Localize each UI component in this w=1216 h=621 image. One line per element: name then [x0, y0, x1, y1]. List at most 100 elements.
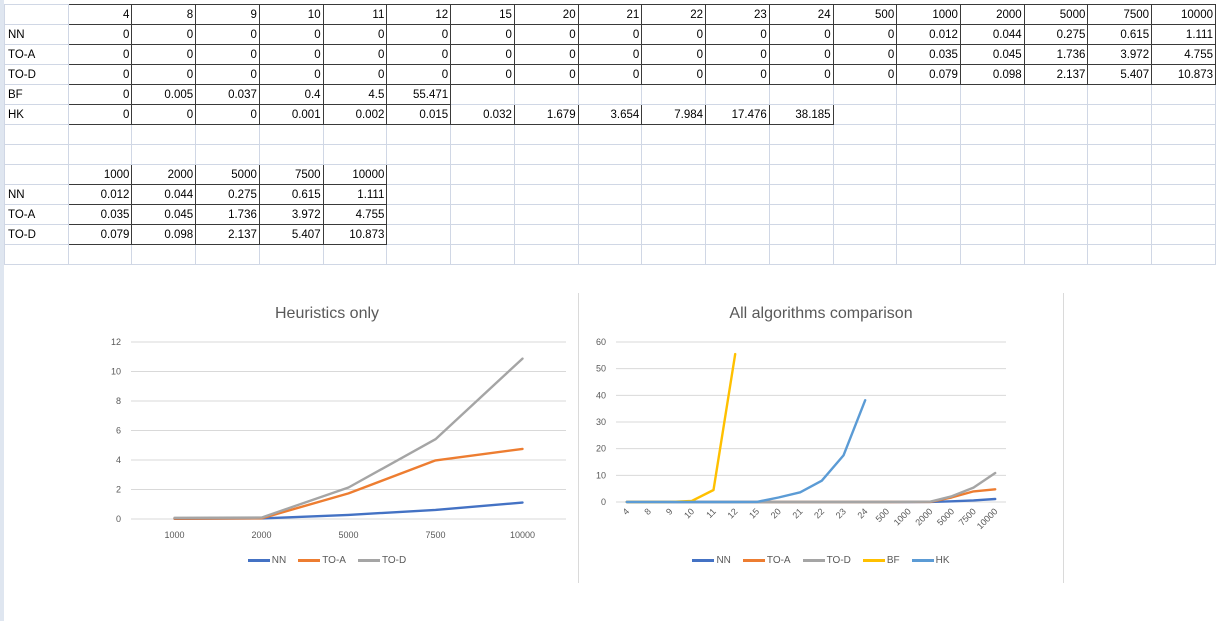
sheet-cell[interactable]: 0	[195, 24, 260, 45]
sheet-cell[interactable]: 55.471	[386, 84, 452, 105]
sheet-cell[interactable]	[832, 104, 898, 125]
sheet-cell[interactable]: 22	[641, 4, 707, 25]
sheet-cell[interactable]: 0.035	[896, 44, 961, 65]
sheet-cell[interactable]	[386, 164, 452, 185]
sheet-cell[interactable]	[832, 144, 898, 165]
sheet-cell[interactable]: 3.972	[1087, 44, 1153, 65]
sheet-cell[interactable]	[768, 204, 834, 225]
legend-item-to-d[interactable]: TO-D	[802, 555, 851, 566]
sheet-cell[interactable]: 0	[386, 64, 452, 85]
sheet-cell[interactable]	[832, 84, 898, 105]
sheet-cell[interactable]	[131, 144, 197, 165]
sheet-cell[interactable]	[896, 184, 961, 205]
sheet-cell[interactable]: 0	[768, 44, 834, 65]
sheet-cell[interactable]: 0	[195, 104, 260, 125]
sheet-cell[interactable]: 0.079	[896, 64, 961, 85]
sheet-cell[interactable]	[67, 124, 133, 145]
sheet-cell[interactable]: 0	[386, 44, 452, 65]
sheet-cell[interactable]: 0	[67, 84, 133, 105]
sheet-cell[interactable]	[768, 124, 834, 145]
sheet-cell[interactable]: 5.407	[258, 224, 324, 245]
sheet-cell[interactable]	[1087, 244, 1153, 265]
sheet-cell[interactable]	[577, 184, 643, 205]
sheet-cell[interactable]: 0	[641, 24, 707, 45]
sheet-cell[interactable]	[641, 244, 707, 265]
sheet-cell[interactable]	[768, 84, 834, 105]
sheet-cell[interactable]	[832, 184, 898, 205]
sheet-cell[interactable]	[4, 144, 69, 165]
sheet-cell[interactable]	[768, 184, 834, 205]
sheet-cell[interactable]: 0	[258, 44, 324, 65]
sheet-cell[interactable]	[1023, 124, 1089, 145]
sheet-cell[interactable]	[641, 164, 707, 185]
sheet-cell[interactable]: 10000	[1151, 4, 1216, 25]
sheet-cell[interactable]	[450, 184, 515, 205]
sheet-cell[interactable]	[641, 84, 707, 105]
sheet-cell[interactable]	[131, 244, 197, 265]
sheet-cell[interactable]: 0	[705, 24, 770, 45]
sheet-cell[interactable]: 0	[450, 64, 515, 85]
spreadsheet-grid[interactable]: 4 8 9 10 11 12 15 20 21 22 23 24 500 1000 2000 5000 7500…	[4, 4, 1216, 265]
sheet-cell[interactable]: 24	[768, 4, 834, 25]
sheet-cell[interactable]: 5000	[1023, 4, 1089, 25]
sheet-cell[interactable]	[1151, 104, 1216, 125]
sheet-cell[interactable]: 0.045	[131, 204, 197, 225]
sheet-cell[interactable]	[513, 204, 579, 225]
sheet-cell[interactable]: 0	[641, 64, 707, 85]
sheet-cell[interactable]	[705, 164, 770, 185]
sheet-cell[interactable]: 0.098	[131, 224, 197, 245]
sheet-cell[interactable]	[1087, 184, 1153, 205]
sheet-cell[interactable]: 0.098	[959, 64, 1025, 85]
sheet-cell[interactable]: HK	[4, 104, 69, 125]
sheet-cell[interactable]	[4, 164, 69, 185]
sheet-cell[interactable]: 2.137	[1023, 64, 1089, 85]
sheet-cell[interactable]	[1023, 84, 1089, 105]
sheet-cell[interactable]: 0	[195, 64, 260, 85]
sheet-cell[interactable]	[258, 244, 324, 265]
sheet-cell[interactable]: 0	[131, 64, 197, 85]
sheet-cell[interactable]	[513, 84, 579, 105]
sheet-cell[interactable]	[450, 224, 515, 245]
sheet-cell[interactable]: 0	[195, 44, 260, 65]
sheet-cell[interactable]: TO-D	[4, 64, 69, 85]
sheet-cell[interactable]	[896, 244, 961, 265]
sheet-cell[interactable]: 0.275	[195, 184, 260, 205]
sheet-cell[interactable]: 2000	[131, 164, 197, 185]
sheet-cell[interactable]	[386, 204, 452, 225]
sheet-cell[interactable]	[641, 184, 707, 205]
sheet-cell[interactable]: NN	[4, 184, 69, 205]
sheet-cell[interactable]: 0	[705, 44, 770, 65]
sheet-cell[interactable]: 2000	[959, 4, 1025, 25]
sheet-cell[interactable]	[641, 144, 707, 165]
sheet-cell[interactable]	[450, 84, 515, 105]
sheet-cell[interactable]	[959, 204, 1025, 225]
sheet-cell[interactable]	[959, 144, 1025, 165]
sheet-cell[interactable]	[959, 184, 1025, 205]
sheet-cell[interactable]: 2.137	[195, 224, 260, 245]
sheet-cell[interactable]: 0	[67, 104, 133, 125]
sheet-cell[interactable]	[322, 144, 388, 165]
sheet-cell[interactable]	[386, 124, 452, 145]
sheet-cell[interactable]: 0.079	[67, 224, 133, 245]
sheet-cell[interactable]: 0	[131, 24, 197, 45]
sheet-cell[interactable]: 0.045	[959, 44, 1025, 65]
sheet-cell[interactable]	[705, 124, 770, 145]
sheet-cell[interactable]	[4, 244, 69, 265]
sheet-cell[interactable]: 0.002	[322, 104, 388, 125]
sheet-cell[interactable]: 0	[705, 64, 770, 85]
sheet-cell[interactable]	[1151, 144, 1216, 165]
legend-item-nn[interactable]: NN	[692, 555, 731, 566]
sheet-cell[interactable]	[1023, 164, 1089, 185]
sheet-cell[interactable]: BF	[4, 84, 69, 105]
sheet-cell[interactable]: 4.755	[322, 204, 388, 225]
sheet-cell[interactable]: 0	[131, 44, 197, 65]
sheet-cell[interactable]	[1151, 84, 1216, 105]
sheet-cell[interactable]: 1.736	[1023, 44, 1089, 65]
sheet-cell[interactable]: 0.012	[896, 24, 961, 45]
sheet-cell[interactable]	[641, 124, 707, 145]
sheet-cell[interactable]: 8	[131, 4, 197, 25]
sheet-cell[interactable]	[577, 84, 643, 105]
sheet-cell[interactable]: 0	[768, 24, 834, 45]
sheet-cell[interactable]: TO-A	[4, 204, 69, 225]
sheet-cell[interactable]: 0	[322, 64, 388, 85]
